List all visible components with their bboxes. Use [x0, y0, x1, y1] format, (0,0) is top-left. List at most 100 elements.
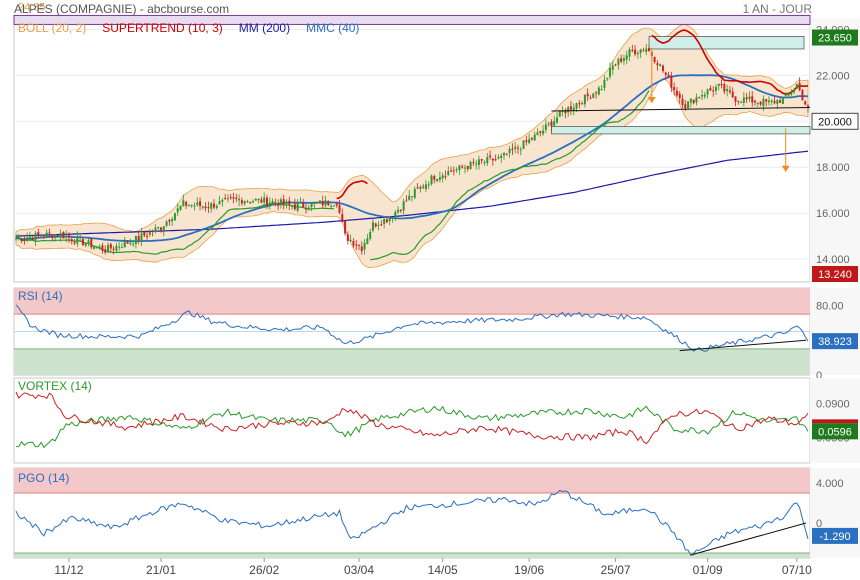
candle-body	[132, 244, 135, 246]
candle-body	[472, 162, 475, 164]
candle-body	[714, 86, 717, 91]
candle-body	[784, 94, 787, 96]
candle-body	[42, 236, 45, 238]
candle-body	[358, 244, 361, 246]
candle-body	[341, 214, 344, 222]
legend-item-2: MM (200)	[239, 21, 290, 35]
candle-body	[213, 203, 215, 208]
candle-body	[26, 237, 29, 240]
candle-body	[692, 99, 695, 104]
candle-body	[65, 236, 68, 238]
candle-body	[165, 221, 168, 226]
chart-period[interactable]: 1 AN - JOUR	[742, 2, 812, 16]
candle-body	[698, 97, 701, 99]
candle-body	[689, 98, 692, 103]
rsi-label: RSI (14)	[18, 289, 63, 303]
candle-body	[519, 149, 522, 151]
candle-body	[101, 245, 104, 251]
candle-body	[494, 159, 497, 161]
candle-body	[95, 246, 98, 248]
candle-body	[628, 49, 631, 57]
candle-body	[352, 241, 355, 246]
candle-body	[536, 132, 539, 136]
candle-body	[268, 202, 271, 207]
candle-body	[84, 243, 87, 246]
candle-body	[413, 189, 416, 198]
pgo-low-zone	[14, 553, 810, 558]
candle-body	[483, 161, 486, 163]
candle-body	[533, 134, 536, 141]
candle-body	[609, 68, 611, 77]
candle-body	[190, 204, 193, 206]
rsi-y-tick-0: 80.00	[816, 300, 844, 312]
candle-body	[592, 93, 595, 98]
candle-body	[447, 171, 450, 176]
candle-body	[20, 239, 23, 241]
candle-body	[667, 74, 670, 77]
candle-body	[218, 201, 221, 205]
candle-body	[728, 90, 731, 93]
supertrend-line	[651, 29, 809, 95]
candle-body	[112, 248, 115, 250]
rsi-y-tick-2: 0	[816, 370, 822, 382]
candle-body	[383, 219, 386, 224]
candle-body	[575, 103, 578, 109]
candle-body	[726, 89, 729, 92]
candle-body	[804, 101, 807, 105]
candle-body	[617, 58, 620, 65]
candle-body	[310, 202, 313, 207]
candle-body	[224, 198, 227, 200]
candle-body	[260, 199, 263, 203]
candle-body	[204, 206, 207, 209]
candle-body	[257, 198, 260, 201]
candle-body	[740, 102, 743, 104]
candle-body	[505, 153, 508, 155]
price-level-box	[811, 112, 859, 130]
candle-body	[146, 235, 149, 237]
resistance-label: 24.35	[18, 1, 46, 13]
candle-body	[307, 207, 310, 209]
candle-body	[556, 117, 559, 123]
price-low-badge-bg	[812, 266, 858, 282]
candle-body	[126, 241, 129, 244]
candle-body	[600, 89, 603, 91]
candle-body	[391, 217, 394, 219]
candle-body	[173, 213, 176, 221]
candle-body	[706, 89, 709, 95]
supertrend-line	[336, 180, 368, 200]
candle-body	[522, 140, 525, 149]
candle-body	[185, 201, 188, 206]
candle-body	[553, 120, 556, 126]
candle-body	[316, 202, 319, 204]
candle-body	[500, 155, 503, 158]
candle-body	[572, 107, 575, 112]
x-tick-2: 26/02	[249, 563, 279, 577]
rsi-panel-axis-bg	[810, 288, 860, 375]
candle-body	[787, 94, 790, 96]
candle-body	[291, 205, 294, 207]
candle-body	[73, 242, 76, 244]
candle-body	[762, 98, 765, 107]
candle-body	[754, 100, 757, 103]
candle-body	[93, 246, 96, 249]
candle-body	[578, 103, 581, 105]
candle-body	[299, 202, 302, 204]
price-y-tick-1: 22.000	[816, 70, 850, 82]
candle-body	[162, 226, 165, 231]
candle-body	[271, 200, 274, 204]
candle-body	[397, 209, 400, 213]
pgo-y-tick-1: 0	[816, 518, 822, 530]
legend-item-0: BOLL (20, 2)	[18, 21, 86, 35]
candle-body	[455, 169, 458, 171]
candle-body	[123, 241, 126, 248]
candle-body	[302, 203, 305, 208]
candle-body	[419, 186, 422, 190]
candle-body	[118, 246, 121, 248]
candle-body	[76, 236, 79, 244]
bollinger-band	[15, 24, 809, 269]
x-tick-8: 07/10	[782, 563, 812, 577]
mmc40-line	[15, 74, 809, 243]
candle-body	[603, 79, 606, 88]
vortex-label: VORTEX (14)	[18, 379, 92, 393]
candle-body	[40, 236, 43, 238]
